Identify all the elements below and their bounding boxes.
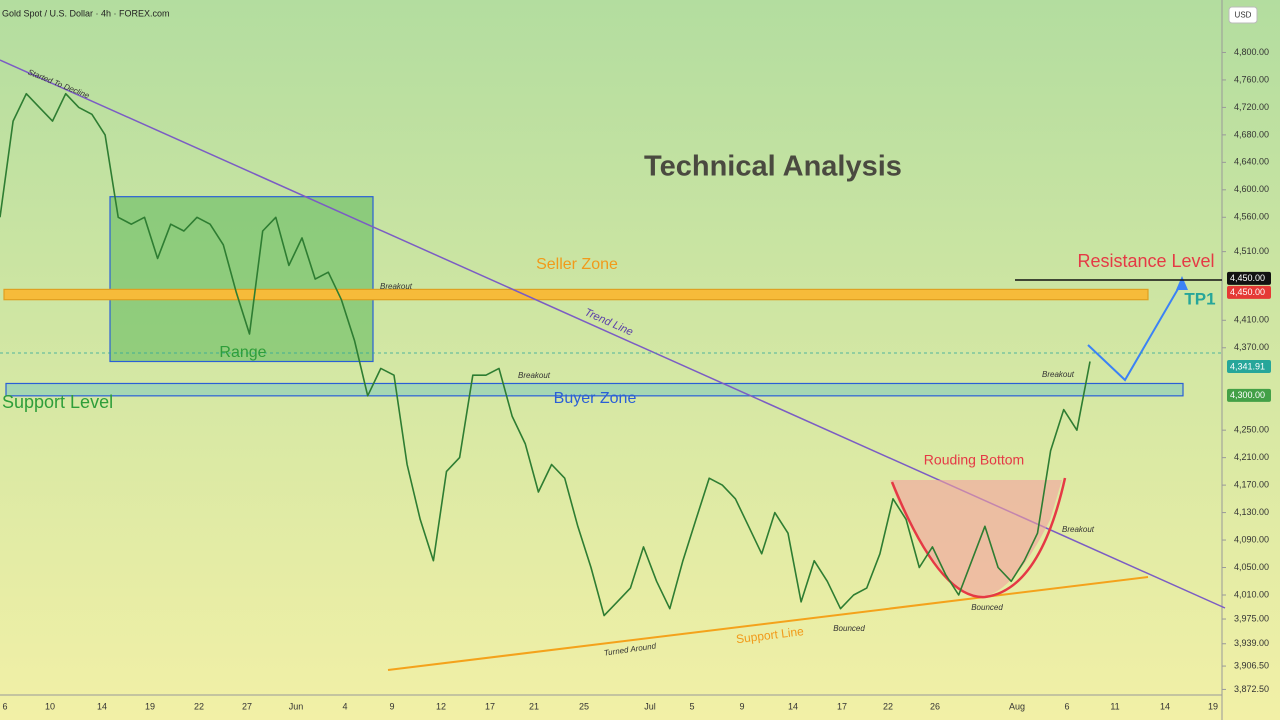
y-tick-label: 4,170.00 [1234,479,1269,489]
x-tick-label: 22 [883,701,893,711]
annotation: Breakout [518,371,551,380]
price-label-box [1227,388,1271,402]
x-tick-label: 17 [837,701,847,711]
price-label: 4,300.00 [1230,390,1265,400]
price-line [0,92,1091,617]
x-tick-label: 22 [194,701,204,711]
x-tick-label: 9 [739,701,744,711]
y-tick-label: 4,250.00 [1234,425,1269,435]
range-box [109,196,374,363]
x-tick-label: 27 [242,701,252,711]
x-tick-label: 6 [2,701,7,711]
y-tick-label: 4,680.00 [1234,129,1269,139]
y-tick-label: 4,560.00 [1234,212,1269,222]
annotation: Breakout [1062,525,1095,534]
x-tick-label: Jun [289,701,304,711]
annotation: Support Level [2,392,113,412]
x-tick-label: 14 [97,701,107,711]
x-tick-label: 17 [485,701,495,711]
annotation: Breakout [1042,370,1075,379]
x-tick-label: 14 [788,701,798,711]
y-tick-label: 4,090.00 [1234,534,1269,544]
price-label-box [1227,360,1271,374]
annotation: TP1 [1184,289,1215,308]
rounding-curve [890,477,1067,599]
currency-box[interactable] [1228,6,1258,24]
annotation: Resistance Level [1077,251,1214,271]
x-tick-label: 10 [45,701,55,711]
x-tick-label: 21 [529,701,539,711]
x-tick-label: Jul [644,701,656,711]
y-tick-label: 3,939.00 [1234,638,1269,648]
seller-zone [3,288,1149,301]
chart-title: Gold Spot / U.S. Dollar · 4h · FOREX.com [2,8,170,18]
annotation: Bounced [971,603,1003,612]
y-tick-label: 4,050.00 [1234,562,1269,572]
y-tick-label: 4,130.00 [1234,507,1269,517]
price-label: 4,341.91 [1230,361,1265,371]
y-tick-label: 4,800.00 [1234,47,1269,57]
buyer-zone [5,382,1184,397]
annotation: Bounced [833,624,865,633]
x-tick-label: 4 [342,701,347,711]
x-tick-label: 12 [436,701,446,711]
y-tick-label: 3,975.00 [1234,613,1269,623]
x-tick-label: 19 [145,701,155,711]
price-label: 4,450.00 [1230,273,1265,283]
annotation: Seller Zone [536,256,618,273]
annotation: Rouding Bottom [924,452,1024,468]
projection [1087,281,1183,382]
y-tick-label: 4,410.00 [1234,315,1269,325]
x-tick-label: 26 [930,701,940,711]
annotation: Range [219,344,266,361]
x-tick-label: 19 [1208,701,1218,711]
y-tick-label: 4,210.00 [1234,452,1269,462]
x-tick-label: 25 [579,701,589,711]
y-tick-label: 4,600.00 [1234,184,1269,194]
subtitle: Technical Analysis [644,151,902,183]
y-tick-label: 4,010.00 [1234,589,1269,599]
y-tick-label: 4,720.00 [1234,102,1269,112]
y-tick-label: 3,872.50 [1234,684,1269,694]
arrow-head [1176,276,1188,290]
price-label-box [1227,271,1271,285]
y-tick-label: 4,760.00 [1234,74,1269,84]
currency: USD [1235,11,1252,20]
y-tick-label: 4,640.00 [1234,157,1269,167]
x-tick-label: Aug [1009,701,1025,711]
x-tick-label: 5 [689,701,694,711]
annotation: Buyer Zone [554,390,637,407]
y-tick-label: 4,510.00 [1234,246,1269,256]
x-tick-label: 14 [1160,701,1170,711]
zones [3,196,1184,397]
price-label-box [1227,285,1271,299]
x-tick-label: 6 [1064,701,1069,711]
y-tick-label: 3,906.50 [1234,660,1269,670]
x-tick-label: 9 [389,701,394,711]
y-tick-label: 4,370.00 [1234,342,1269,352]
support-line [387,576,1149,671]
price-label: 4,450.00 [1230,287,1265,297]
annotation: Breakout [380,282,413,291]
x-tick-label: 11 [1110,701,1119,711]
